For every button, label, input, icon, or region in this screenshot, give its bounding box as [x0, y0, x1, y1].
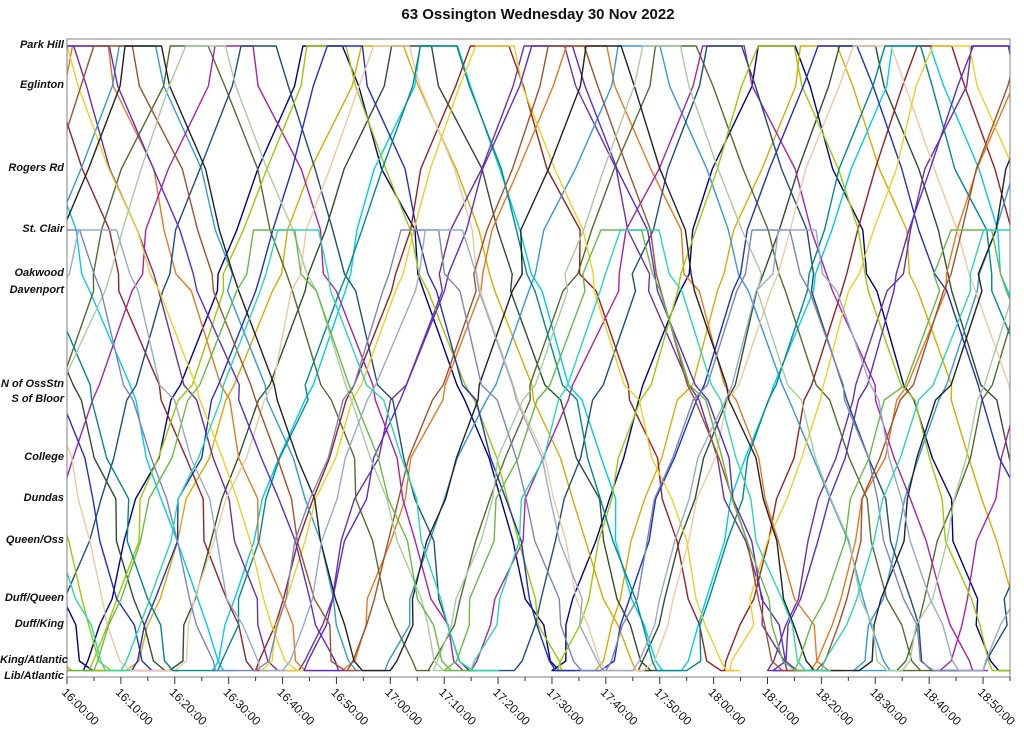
x-tick-label: 16:20:00 — [167, 685, 210, 728]
run-trace-run-24 — [67, 229, 1010, 672]
x-tick-label: 16:10:00 — [113, 685, 156, 728]
run-trace-run-05 — [67, 45, 1010, 672]
station-label-s-of-bloor: S of Bloor — [11, 393, 64, 405]
run-trace-run-13 — [67, 45, 1010, 672]
station-label-duff-king: Duff/King — [14, 618, 64, 630]
x-tick-label: 17:00:00 — [382, 685, 425, 728]
run-trace-run-08 — [67, 45, 1010, 672]
x-tick-label: 17:50:00 — [652, 685, 695, 728]
run-trace-run-09 — [67, 45, 1010, 672]
x-tick-label: 16:30:00 — [221, 685, 264, 728]
station-label-college: College — [24, 451, 64, 463]
run-trace-run-17 — [67, 45, 1010, 672]
run-trace-run-02 — [67, 45, 1010, 672]
station-label-park-hill: Park Hill — [19, 39, 64, 51]
run-trace-run-22 — [67, 229, 1010, 672]
run-trace-run-01 — [67, 45, 1010, 672]
x-tick-label: 16:40:00 — [274, 685, 317, 728]
x-tick-label: 16:00:00 — [59, 685, 102, 728]
x-tick-label: 18:50:00 — [975, 685, 1018, 728]
run-trace-run-21 — [67, 229, 959, 672]
run-trace-run-10 — [67, 45, 1010, 672]
station-label-davenport: Davenport — [9, 284, 64, 296]
station-label-eglinton: Eglinton — [20, 79, 64, 91]
run-trace-run-18 — [67, 45, 1010, 672]
station-label-dundas: Dundas — [23, 492, 64, 504]
x-tick-label: 18:20:00 — [813, 685, 856, 728]
station-label-n-of-ossstn: N of OssStn — [1, 378, 64, 390]
run-trace-run-16 — [67, 45, 1010, 672]
chart-title: 63 Ossington Wednesday 30 Nov 2022 — [401, 6, 675, 23]
x-tick-label: 17:10:00 — [436, 685, 479, 728]
run-trace-run-15 — [67, 45, 1010, 672]
station-label-king-atlantic: King/Atlantic — [0, 654, 68, 666]
station-label-duff-queen: Duff/Queen — [4, 592, 64, 604]
x-tick-label: 17:20:00 — [490, 685, 533, 728]
run-trace-run-04 — [67, 45, 1010, 672]
station-label-st-clair: St. Clair — [22, 223, 64, 235]
x-tick-label: 18:00:00 — [706, 685, 749, 728]
station-label-rogers-rd: Rogers Rd — [8, 162, 64, 174]
x-tick-label: 18:40:00 — [921, 685, 964, 728]
station-label-lib-atlantic: Lib/Atlantic — [4, 670, 64, 682]
run-trace-run-19 — [67, 45, 1010, 672]
run-trace-run-07 — [67, 45, 1010, 672]
run-trace-run-20 — [67, 45, 1010, 672]
station-label-queen-oss: Queen/Oss — [5, 534, 64, 546]
x-tick-label: 17:40:00 — [598, 685, 641, 728]
x-tick-label: 18:30:00 — [867, 685, 910, 728]
station-label-oakwood: Oakwood — [14, 267, 64, 279]
run-trace-run-23 — [67, 229, 1010, 672]
x-tick-label: 18:10:00 — [759, 685, 802, 728]
run-trace-run-03 — [67, 45, 1010, 672]
x-tick-label: 17:30:00 — [544, 685, 587, 728]
run-traces — [67, 45, 1010, 672]
x-tick-label: 16:50:00 — [328, 685, 371, 728]
plot-frame — [66, 38, 1011, 678]
